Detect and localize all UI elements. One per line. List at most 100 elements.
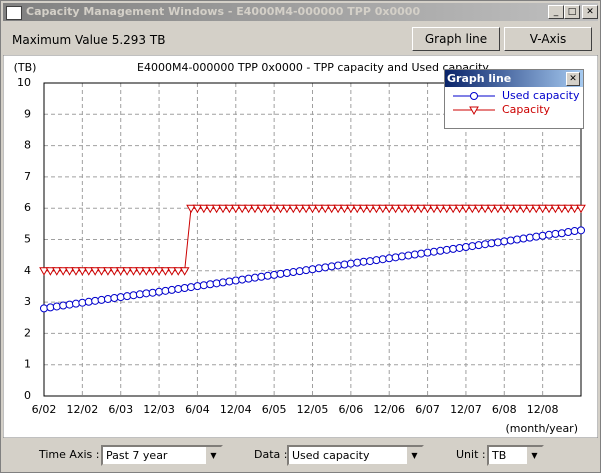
marker: [219, 278, 227, 287]
legend-panel: Graph line ✕ Used capacity Capacity: [444, 69, 584, 129]
marker: [518, 204, 529, 214]
marker: [545, 230, 554, 239]
legend-close[interactable]: ✕: [566, 72, 580, 86]
y-tick-label: 6: [24, 201, 31, 214]
control-label: Unit :: [456, 448, 486, 461]
marker: [334, 261, 343, 270]
marker: [64, 267, 75, 276]
marker: [467, 204, 478, 214]
marker: [166, 267, 177, 276]
marker: [147, 267, 158, 276]
minimize-button[interactable]: _: [548, 5, 564, 19]
marker: [473, 204, 484, 214]
marker: [512, 204, 522, 214]
marker: [339, 204, 350, 214]
marker: [269, 204, 280, 214]
marker: [525, 233, 534, 242]
marker: [231, 276, 240, 285]
dropdown-arrow[interactable]: ▼: [205, 447, 221, 464]
x-tick-label: 6/08: [492, 403, 517, 416]
close-button[interactable]: ✕: [582, 5, 598, 19]
marker: [237, 204, 248, 214]
marker: [141, 267, 152, 276]
marker: [84, 297, 93, 306]
marker: [564, 227, 573, 236]
marker: [372, 256, 381, 265]
window-title: Capacity Management Windows - E4000M4-00…: [26, 5, 421, 18]
marker: [365, 204, 375, 214]
marker: [123, 292, 132, 301]
marker: [532, 232, 541, 241]
graph-line-button[interactable]: Graph line: [412, 27, 500, 51]
marker: [410, 250, 419, 259]
marker: [59, 301, 68, 310]
marker: [326, 204, 337, 214]
maximum-value: Maximum Value 5.293 TB: [12, 33, 166, 47]
unit-select[interactable]: TB ▼: [487, 445, 544, 466]
marker: [135, 290, 144, 299]
marker: [71, 299, 80, 308]
legend-label: Used capacity: [502, 89, 580, 102]
marker: [263, 271, 272, 280]
marker: [230, 204, 241, 214]
marker: [352, 204, 363, 214]
marker: [90, 267, 101, 276]
legend-label: Capacity: [502, 103, 551, 116]
marker: [128, 267, 139, 276]
y-tick-label: 10: [17, 76, 31, 89]
marker: [276, 269, 285, 278]
dropdown-arrow[interactable]: ▼: [526, 447, 542, 464]
marker: [205, 204, 216, 214]
marker: [436, 246, 445, 255]
marker: [167, 285, 176, 294]
x-tick-label: 6/05: [262, 403, 287, 416]
marker: [327, 262, 336, 271]
marker: [506, 236, 515, 245]
marker: [212, 279, 221, 288]
marker: [308, 265, 317, 274]
marker: [71, 267, 81, 276]
marker: [505, 204, 516, 214]
marker: [524, 204, 535, 214]
x-tick-label: 12/07: [450, 403, 482, 416]
marker: [198, 204, 209, 214]
x-tick-label: 12/08: [527, 403, 559, 416]
marker: [103, 294, 112, 303]
marker: [238, 275, 247, 284]
x-tick-label: 12/02: [67, 403, 99, 416]
marker: [294, 204, 305, 214]
dropdown-arrow[interactable]: ▼: [406, 447, 422, 464]
marker: [173, 267, 184, 276]
marker: [455, 243, 464, 252]
x-tick-label: 12/04: [220, 403, 252, 416]
marker: [346, 259, 355, 268]
marker: [39, 267, 49, 276]
marker: [321, 263, 330, 272]
marker: [155, 287, 164, 296]
marker: [487, 239, 496, 248]
marker: [187, 283, 196, 292]
marker: [302, 266, 311, 275]
marker: [544, 204, 554, 214]
marker: [78, 298, 87, 307]
marker: [225, 277, 234, 286]
marker: [404, 251, 413, 260]
marker: [550, 204, 561, 214]
marker: [301, 204, 311, 214]
data-select[interactable]: Used capacity ▼: [287, 445, 424, 466]
time-axis-select[interactable]: Past 7 year ▼: [101, 445, 223, 466]
marker: [390, 204, 401, 214]
v-axis-button[interactable]: V-Axis: [504, 27, 592, 51]
marker: [243, 204, 254, 214]
marker: [377, 204, 388, 214]
marker: [441, 204, 452, 214]
x-axis-label: (month/year): [505, 422, 578, 435]
marker: [461, 204, 471, 214]
x-tick-label: 6/06: [339, 403, 364, 416]
marker: [409, 204, 420, 214]
marker: [397, 204, 407, 214]
maximize-button[interactable]: □: [564, 5, 580, 19]
marker: [340, 260, 349, 269]
marker: [435, 204, 446, 214]
